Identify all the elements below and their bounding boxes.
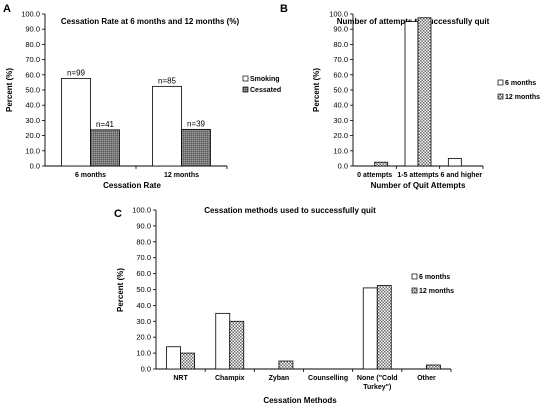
panel-b-ytick-label: 50.0 [333,86,348,95]
panel-c-xtick-label: None ("Cold Turkey") [357,375,398,391]
panel-c-ytick-label: 20.0 [136,333,151,342]
panel-b-ytick-label: 60.0 [333,70,348,79]
panel-c-ytick-label: 40.0 [136,301,151,310]
panel-c-xtick-label: Counselling [308,375,348,382]
panel-a-letter: A [3,3,11,15]
panel-c-bar [229,320,245,370]
panel-a-bar [152,85,182,167]
panel-b-bar [374,161,389,167]
panel-b-xtick-label: 0 attempts [357,172,392,179]
panel-a-ytick-label: 10.0 [25,146,40,155]
panel-c-title: Cessation methods used to successfully q… [204,206,376,215]
panel-a-bar [181,128,211,167]
panel-a-ytick-label: 60.0 [25,70,40,79]
panel-a-title: Cessation Rate at 6 months and 12 months… [61,17,240,26]
chart-panel-a: A Cessation Rate at 6 months and 12 month… [3,3,281,190]
panel-b-ytick-label: 40.0 [333,101,348,110]
panel-c-xlabel: Cessation Methods [263,396,337,405]
panel-a-ytick-label: 0.0 [30,162,40,171]
panel-b-legend-label: 6 months [505,80,536,87]
panel-b-xtick-label: 1-5 attempts [397,172,438,179]
panel-b-bar [447,157,462,167]
panel-a-xtick-label: 12 months [164,172,199,179]
panel-b-legend-swatch [497,93,504,100]
panel-b-ytick-label: 90.0 [333,25,348,34]
panel-c-xtick-label: Zyban [269,375,290,382]
panel-c-xtick-label: NRT [173,375,188,382]
panel-a-ylabel: Percent (%) [5,68,14,112]
panel-a-bar [90,129,120,167]
panel-c-legend-swatch [411,287,418,294]
panel-c-xtick-label: Champix [215,375,245,382]
panel-a-legend-label: Smoking [250,76,280,83]
panel-a-ytick-label: 30.0 [25,116,40,125]
panel-b-bar [404,21,419,167]
panel-b-ylabel: Percent (%) [312,68,321,112]
panel-b-ytick-label: 80.0 [333,40,348,49]
panel-b-ytick-label: 0.0 [338,162,348,171]
panel-c-bar [180,352,195,370]
panel-a-xtick-label: 6 months [75,172,106,179]
panel-c-ytick-label: 100.0 [132,206,151,215]
panel-c-legend-swatch [411,273,418,280]
panel-c-xtick-label: Other [417,375,436,382]
panel-b-xlabel: Number of Quit Attempts [371,181,466,190]
panel-a-ytick-label: 80.0 [25,40,40,49]
panel-b-ytick-label: 30.0 [333,116,348,125]
panel-a-ytick-label: 20.0 [25,131,40,140]
panel-a-xlabel: Cessation Rate [103,181,161,190]
panel-b-legend-swatch [497,79,504,86]
panel-c-bar [426,364,441,370]
panel-b-ytick-label: 10.0 [333,146,348,155]
panel-c-legend-label: 6 months [419,274,450,281]
panel-c-ytick-label: 50.0 [136,285,151,294]
panel-a-ytick-label: 70.0 [25,55,40,64]
panel-c-bar [278,360,294,370]
panel-a-data-label: n=39 [187,119,206,128]
panel-c-ytick-label: 0.0 [141,365,151,374]
panel-b-letter: B [280,3,288,15]
panel-b-xtick-label: 6 and higher [441,172,483,179]
panel-c-legend-label: 12 months [419,288,454,295]
panel-a-legend-swatch [242,86,249,93]
panel-c-ytick-label: 80.0 [136,237,151,246]
panel-c-ytick-label: 30.0 [136,317,151,326]
panel-c-bar [362,287,378,370]
panel-a-bar [61,78,91,167]
panel-b-ytick-label: 20.0 [333,131,348,140]
panel-b-bar [417,17,432,167]
panel-a-data-label: n=41 [96,120,115,129]
panel-c-ytick-label: 90.0 [136,221,151,230]
panel-a-legend-label: Cessated [250,87,281,94]
panel-c-ytick-label: 60.0 [136,269,151,278]
chart-panel-c: C Cessation methods used to successfully … [114,206,454,406]
panel-c-ylabel: Percent (%) [116,268,125,312]
panel-b-ytick-label: 70.0 [333,55,348,64]
panel-c-letter: C [114,208,122,220]
panel-a-legend-swatch [242,75,249,82]
panel-c-ytick-label: 70.0 [136,253,151,262]
panel-b-ytick-label: 100.0 [329,10,348,19]
panel-a-ytick-label: 90.0 [25,25,40,34]
panel-a-ytick-label: 100.0 [21,10,40,19]
panel-a-data-label: n=99 [67,68,86,77]
panel-c-bar [166,346,181,370]
panel-c-ytick-label: 10.0 [136,349,151,358]
panel-b-legend-label: 12 months [505,94,540,101]
panel-a-ytick-label: 50.0 [25,86,40,95]
panel-c-bar [376,285,392,370]
panel-a-data-label: n=85 [158,76,177,85]
panel-c-bar [215,312,231,370]
panel-a-ytick-label: 40.0 [25,101,40,110]
